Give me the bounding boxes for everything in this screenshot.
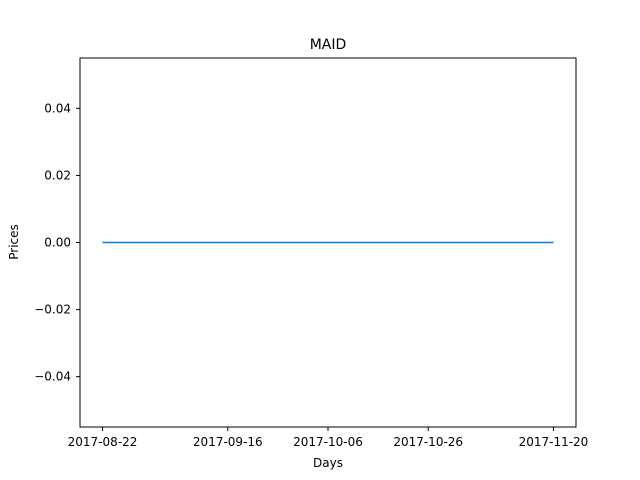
y-tick-label: −0.04 xyxy=(34,370,71,384)
x-tick-label: 2017-10-06 xyxy=(293,435,363,449)
x-tick-label: 2017-11-20 xyxy=(519,435,589,449)
chart-title: MAID xyxy=(310,37,347,53)
y-axis-label: Prices xyxy=(7,224,21,260)
x-axis-ticks: 2017-08-22 2017-09-16 2017-10-06 2017-10-26… xyxy=(68,427,589,449)
y-axis-ticks: 0.04 0.02 0.00 −0.02 −0.04 xyxy=(34,101,80,384)
plot-frame xyxy=(79,57,577,428)
x-axis-label: Days xyxy=(313,456,343,470)
x-tick-label: 2017-08-22 xyxy=(68,435,138,449)
y-tick-label: −0.02 xyxy=(34,303,71,317)
y-tick-label: 0.04 xyxy=(44,101,71,115)
x-tick-label: 2017-09-16 xyxy=(193,435,263,449)
x-tick-label: 2017-10-26 xyxy=(393,435,463,449)
y-tick-label: 0.00 xyxy=(44,236,71,250)
y-tick-label: 0.02 xyxy=(44,168,71,182)
